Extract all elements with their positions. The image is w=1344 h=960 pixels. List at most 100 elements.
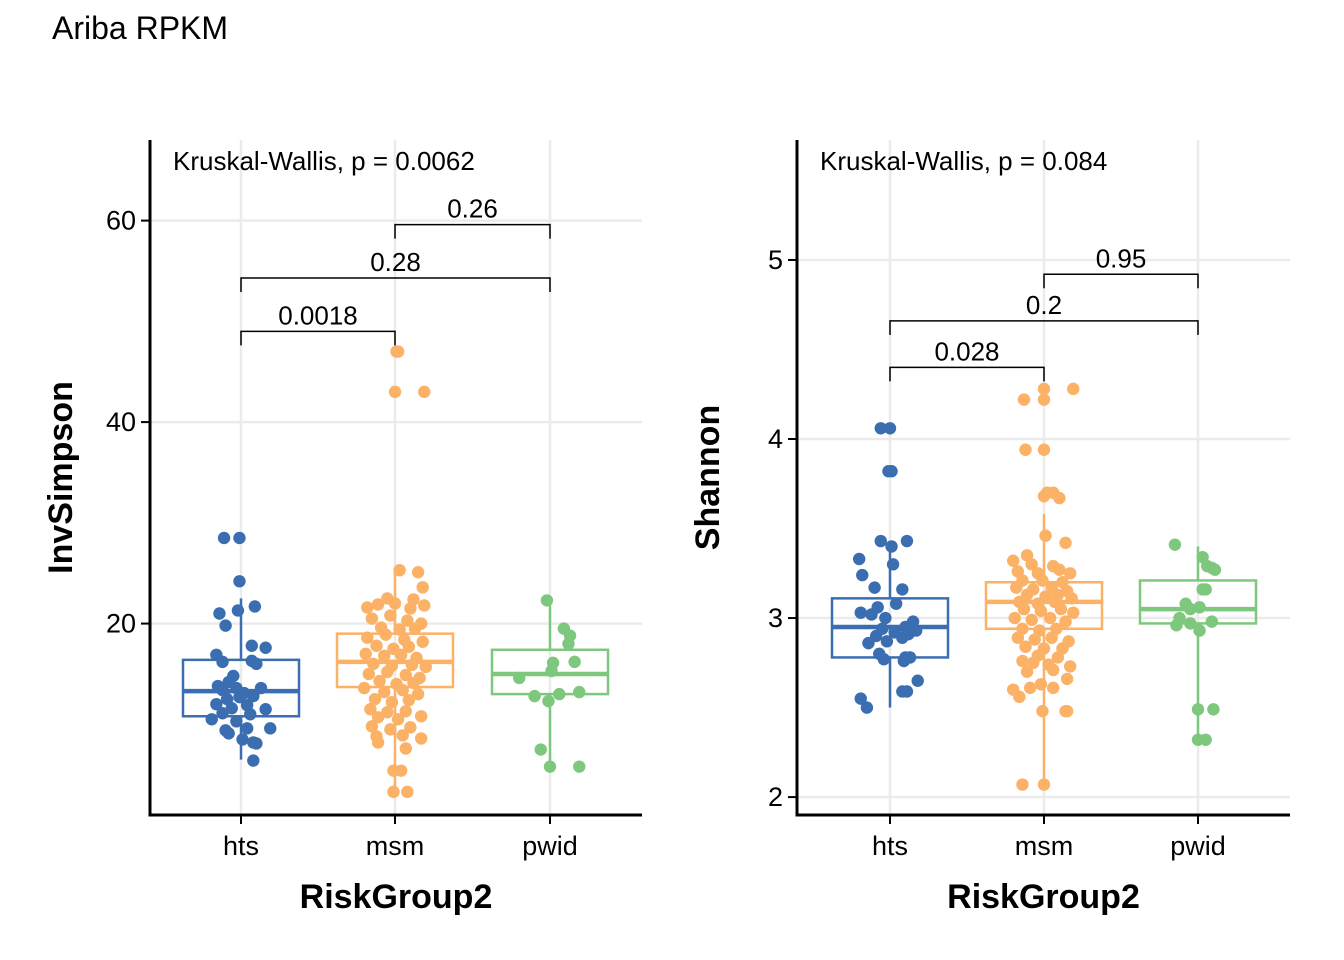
data-point-hts xyxy=(240,722,254,735)
comparison-p-value: 0.2 xyxy=(1026,290,1062,320)
data-point-msm xyxy=(407,676,420,690)
data-point-pwid xyxy=(573,760,586,773)
data-point-hts xyxy=(264,722,277,735)
data-point-pwid xyxy=(534,743,547,756)
data-point-msm xyxy=(1016,654,1029,668)
data-point-msm xyxy=(405,658,419,672)
data-point-msm xyxy=(1013,690,1026,704)
data-point-hts xyxy=(900,534,914,548)
data-point-msm xyxy=(1023,681,1037,695)
data-point-hts xyxy=(889,597,903,610)
comparison-bracket xyxy=(240,330,396,346)
y-tick-label: 60 xyxy=(106,206,136,236)
comparison-p-value: 0.0018 xyxy=(278,300,358,330)
data-point-msm xyxy=(367,657,380,671)
data-point-msm xyxy=(358,681,371,695)
data-point-msm xyxy=(402,693,416,707)
data-point-msm xyxy=(381,706,394,719)
data-point-msm xyxy=(393,563,406,577)
data-point-msm xyxy=(371,711,385,724)
data-point-msm xyxy=(1034,604,1048,618)
data-point-msm xyxy=(1008,611,1021,625)
data-point-hts xyxy=(909,624,923,637)
data-point-msm xyxy=(359,647,372,661)
data-point-hts xyxy=(231,604,245,617)
x-axis-title: RiskGroup2 xyxy=(300,878,493,916)
data-point-msm xyxy=(396,729,409,742)
data-point-msm xyxy=(388,385,402,399)
y-tick-label: 20 xyxy=(106,609,136,639)
data-point-msm xyxy=(393,623,406,636)
data-point-msm xyxy=(404,721,417,734)
data-point-pwid xyxy=(543,760,557,773)
data-point-msm xyxy=(1020,665,1034,678)
data-point-pwid xyxy=(553,687,566,701)
data-point-hts xyxy=(247,754,260,767)
data-point-msm xyxy=(1036,574,1049,587)
data-point-msm xyxy=(1010,581,1023,594)
y-tick-label: 5 xyxy=(768,245,783,275)
data-point-pwid xyxy=(1170,619,1183,632)
data-point-msm xyxy=(1019,443,1032,456)
x-tick-label: hts xyxy=(223,831,259,861)
data-point-msm xyxy=(379,628,392,641)
data-point-hts xyxy=(250,657,263,671)
data-point-msm xyxy=(384,723,397,736)
data-point-hts xyxy=(883,422,897,435)
data-point-msm xyxy=(419,660,432,674)
data-point-msm xyxy=(378,685,391,699)
data-point-msm xyxy=(1037,393,1051,406)
data-point-pwid xyxy=(562,637,575,650)
data-point-hts xyxy=(856,568,869,582)
data-point-pwid xyxy=(1208,563,1222,576)
data-point-msm xyxy=(365,612,379,625)
data-point-msm xyxy=(1043,611,1057,625)
data-point-msm xyxy=(1065,592,1078,605)
data-point-hts xyxy=(217,531,231,545)
comparison-p-value: 0.28 xyxy=(370,247,421,277)
x-tick-label: msm xyxy=(366,831,424,861)
data-point-msm xyxy=(387,785,400,799)
data-point-hts xyxy=(868,581,881,594)
data-point-hts xyxy=(896,631,909,644)
data-point-msm xyxy=(371,598,385,611)
data-point-msm xyxy=(411,566,425,579)
data-point-msm xyxy=(399,705,412,718)
comparison-bracket xyxy=(889,366,1045,382)
data-point-hts xyxy=(233,531,246,545)
data-point-hts xyxy=(222,727,235,740)
comparison-bracket xyxy=(394,223,551,239)
data-point-msm xyxy=(418,599,431,612)
data-point-msm xyxy=(1063,660,1077,673)
data-point-hts xyxy=(254,681,268,695)
data-point-hts xyxy=(900,685,914,698)
data-point-msm xyxy=(1019,640,1032,653)
data-point-msm xyxy=(1025,613,1038,627)
data-point-hts xyxy=(874,422,887,435)
data-point-pwid xyxy=(528,689,541,703)
data-point-msm xyxy=(371,736,385,749)
data-point-pwid xyxy=(1191,703,1205,716)
box-iqr xyxy=(181,658,301,718)
data-point-hts xyxy=(259,703,272,716)
data-point-pwid xyxy=(545,664,558,678)
data-point-msm xyxy=(1045,631,1058,644)
figure-title: Ariba RPKM xyxy=(52,10,229,46)
data-point-msm xyxy=(368,692,382,706)
data-point-pwid xyxy=(1193,601,1206,614)
data-point-pwid xyxy=(568,655,581,669)
data-point-msm xyxy=(411,687,425,701)
data-point-pwid xyxy=(542,694,555,708)
comparison-p-value: 0.26 xyxy=(447,194,498,224)
data-point-msm xyxy=(388,597,402,610)
data-point-pwid xyxy=(1207,703,1220,716)
y-tick-label: 2 xyxy=(768,782,783,812)
data-point-hts xyxy=(853,552,866,566)
data-point-msm xyxy=(399,742,412,755)
data-point-hts xyxy=(877,653,891,666)
data-point-msm xyxy=(362,667,376,681)
data-point-hts xyxy=(860,701,874,714)
kruskal-wallis-annotation: Kruskal-Wallis, p = 0.0062 xyxy=(173,146,475,176)
data-point-msm xyxy=(416,581,429,594)
